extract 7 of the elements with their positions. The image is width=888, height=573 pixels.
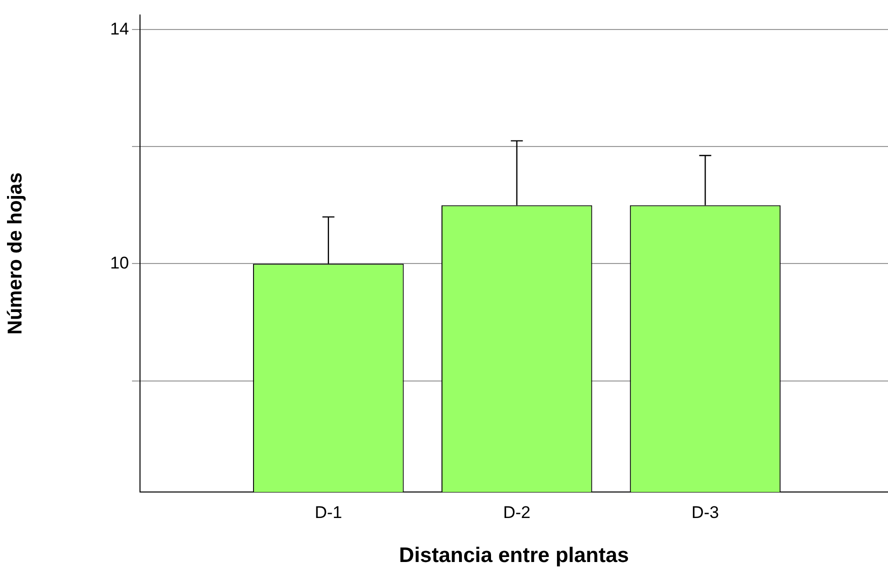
x-axis-title: Distancia entre plantas [399,544,629,568]
y-tick-label: 14 [110,19,129,38]
y-axis-title: Número de hojas [4,172,27,335]
x-tick-label: D-3 [692,502,719,522]
x-tick-label: D-2 [503,502,531,522]
y-tick-label: 10 [110,253,129,272]
x-tick-label: D-1 [314,502,342,522]
